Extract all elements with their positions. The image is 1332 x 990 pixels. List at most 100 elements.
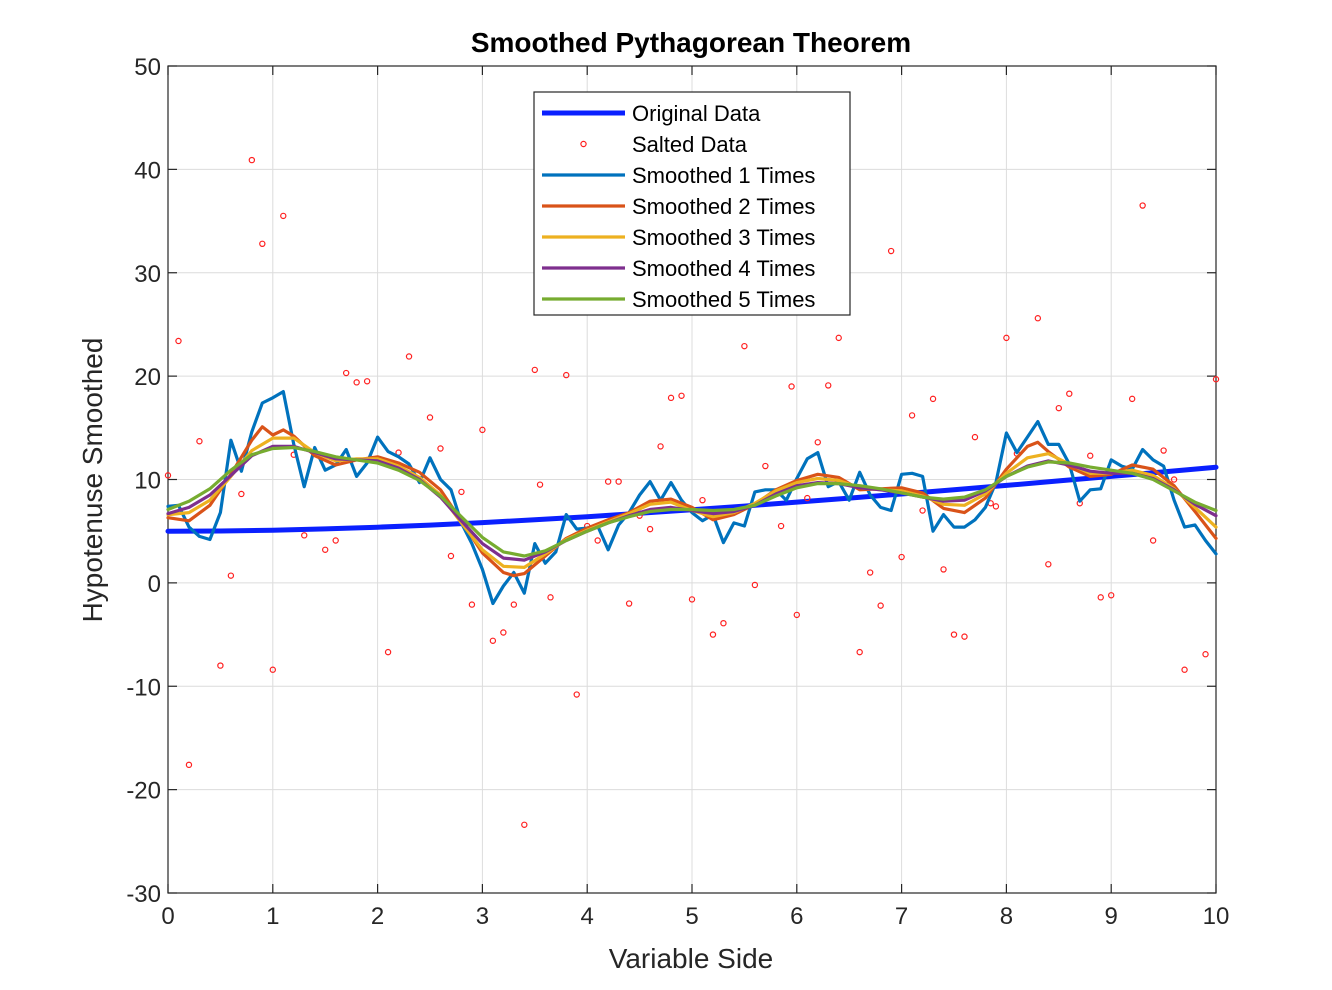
salted-data-point xyxy=(929,395,937,403)
salted-data-point xyxy=(217,662,224,669)
legend-box xyxy=(533,91,851,316)
x-tick-label: 4 xyxy=(581,903,594,930)
axis-ticks: 0 1 2 3 4 5 6 7 8 9 10 -30 -20 -10 0 10 20 30 40 50 xyxy=(126,54,1229,930)
y-tick-label: 30 xyxy=(134,261,161,288)
salted-data-point xyxy=(971,433,979,441)
salted-data-point xyxy=(280,212,287,220)
legend-marker xyxy=(580,140,587,148)
smoothed-5-times-line xyxy=(166,445,1218,558)
salted-data-point xyxy=(1045,561,1052,568)
salted-data-point xyxy=(185,761,193,769)
salted-data-point xyxy=(1055,404,1063,412)
salted-data-point xyxy=(175,337,182,345)
salted-data-point xyxy=(164,472,172,479)
y-tick-label: -20 xyxy=(126,778,161,805)
x-tick-label: 3 xyxy=(476,903,489,930)
salted-data-point xyxy=(1170,476,1178,483)
salted-data-point xyxy=(646,525,654,533)
x-tick-label: 10 xyxy=(1203,903,1230,930)
x-tick-label: 7 xyxy=(895,903,908,930)
salted-data-point xyxy=(950,631,958,638)
salted-data-point xyxy=(804,494,811,502)
salted-data-point xyxy=(1212,376,1220,383)
salted-data-point xyxy=(657,443,664,450)
y-tick-label: 40 xyxy=(134,157,161,184)
salted-data-point xyxy=(898,553,905,561)
salted-data-point xyxy=(447,552,455,560)
smoothed-2-times-line xyxy=(166,425,1218,578)
salted-data-point xyxy=(1003,334,1010,342)
salted-data-point xyxy=(332,537,339,544)
y-tick-label: 10 xyxy=(134,468,161,495)
salted-data-point xyxy=(667,394,675,402)
salted-data-point xyxy=(866,569,874,576)
salted-data-point xyxy=(342,369,350,377)
x-tick-label: 1 xyxy=(266,903,279,930)
salted-data-point xyxy=(437,445,444,452)
salted-data-point xyxy=(1128,395,1136,403)
salted-data-markers xyxy=(164,156,1220,828)
chart-title: Smoothed Pythagorean Theorem xyxy=(471,27,911,58)
salted-data-point xyxy=(741,342,748,350)
y-tick-label: 50 xyxy=(134,54,161,81)
salted-data-point xyxy=(940,566,947,573)
salted-data-point xyxy=(238,490,245,498)
smoothed-1-times-line xyxy=(166,390,1218,606)
x-tick-label: 2 xyxy=(371,903,384,930)
salted-data-point xyxy=(269,666,276,673)
legend-label: Smoothed 4 Times xyxy=(632,256,815,281)
legend-label: Smoothed 3 Times xyxy=(632,225,815,250)
salted-data-point xyxy=(615,478,622,485)
x-axis-label: Variable Side xyxy=(609,943,773,974)
legend-item-smoothed-4-times: Smoothed 4 Times xyxy=(542,256,815,281)
legend-label: Salted Data xyxy=(632,132,748,157)
salted-data-point xyxy=(458,488,465,496)
salted-data-point xyxy=(835,334,842,342)
salted-data-point xyxy=(877,602,884,609)
legend-item-smoothed-3-times: Smoothed 3 Times xyxy=(542,225,815,250)
salted-data-point xyxy=(604,478,612,485)
salted-data-point xyxy=(405,353,413,360)
legend-item-smoothed-2-times: Smoothed 2 Times xyxy=(542,194,815,219)
legend-item-salted-data: Salted Data xyxy=(580,132,748,157)
legend-item-original-data: Original Data xyxy=(542,101,761,126)
salted-data-point xyxy=(678,392,685,399)
salted-data-point xyxy=(259,240,266,248)
x-tick-label: 5 xyxy=(685,903,698,930)
salted-data-point xyxy=(919,507,926,514)
salted-data-point xyxy=(510,601,518,608)
legend-label: Smoothed 2 Times xyxy=(632,194,815,219)
salted-data-point xyxy=(384,648,392,656)
salted-data-point xyxy=(363,378,371,385)
salted-data-point xyxy=(1202,651,1209,658)
y-axis-label: Hypotenuse Smoothed xyxy=(77,338,108,623)
salted-data-point xyxy=(353,379,360,386)
salted-data-point xyxy=(887,247,895,255)
salted-data-point xyxy=(547,594,554,601)
salted-data-point xyxy=(301,532,308,539)
legend-label: Original Data xyxy=(632,101,761,126)
salted-data-point xyxy=(1097,594,1104,601)
salted-data-point xyxy=(536,481,544,488)
salted-data-point xyxy=(196,438,203,445)
salted-data-point xyxy=(479,426,486,434)
salted-data-point xyxy=(322,546,329,553)
salted-data-point xyxy=(1034,315,1042,322)
salted-data-point xyxy=(594,537,601,544)
salted-data-point xyxy=(1139,202,1146,209)
salted-data-point xyxy=(709,631,717,638)
legend-item-smoothed-1-times: Smoothed 1 Times xyxy=(542,163,815,188)
salted-data-point xyxy=(1160,447,1167,454)
salted-data-point xyxy=(961,633,968,640)
salted-data-point xyxy=(531,366,539,374)
legend-label: Smoothed 1 Times xyxy=(632,163,815,188)
salted-data-point xyxy=(908,412,916,419)
salted-data-point xyxy=(1181,666,1188,673)
x-tick-label: 6 xyxy=(790,903,803,930)
salted-data-point xyxy=(788,383,795,390)
series-layer xyxy=(164,156,1220,828)
y-tick-label: 0 xyxy=(148,571,161,598)
salted-data-point xyxy=(720,619,727,627)
